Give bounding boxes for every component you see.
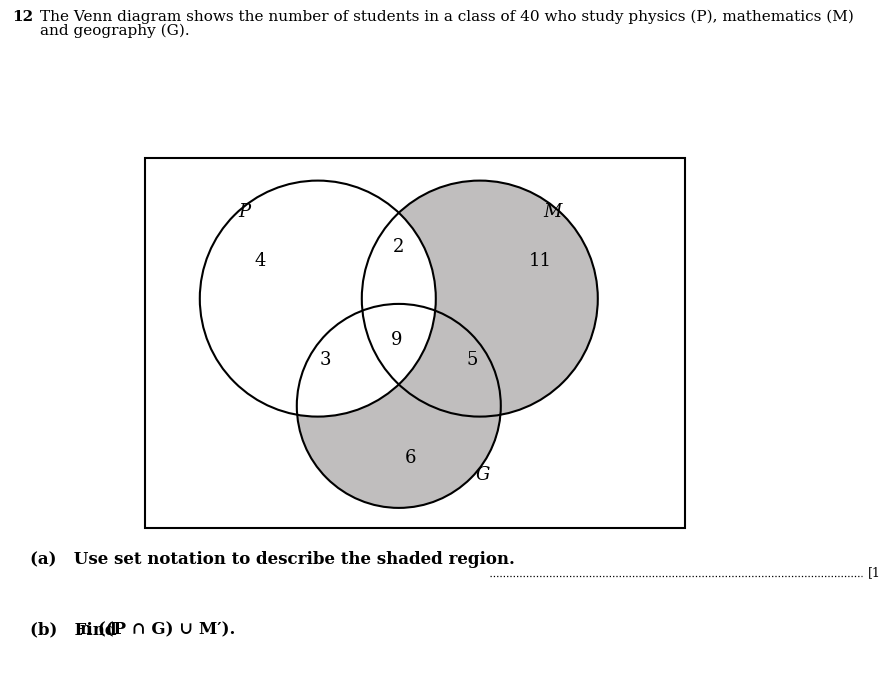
Circle shape [362, 181, 597, 416]
Text: n ((P ∩ G) ∪ M′).: n ((P ∩ G) ∪ M′). [80, 621, 235, 638]
Circle shape [200, 181, 435, 416]
Text: P: P [239, 204, 250, 222]
Text: 4: 4 [254, 252, 266, 270]
Text: 9: 9 [391, 331, 403, 349]
Text: 3: 3 [320, 351, 332, 369]
Circle shape [296, 304, 501, 508]
Text: 12: 12 [12, 10, 33, 24]
Bar [145, 158, 685, 528]
Text: (a)   Use set notation to describe the shaded region.: (a) Use set notation to describe the sha… [30, 551, 515, 568]
Text: (b)   Find: (b) Find [30, 621, 128, 638]
Text: M: M [543, 204, 562, 222]
Text: 6: 6 [405, 449, 417, 467]
Text: 11: 11 [528, 252, 551, 270]
Text: 2: 2 [393, 238, 404, 256]
Text: 5: 5 [466, 351, 478, 369]
Text: [1: [1 [868, 566, 881, 579]
Text: The Venn diagram shows the number of students in a class of 40 who study physics: The Venn diagram shows the number of stu… [40, 10, 854, 24]
Text: G: G [475, 466, 489, 484]
Text: and geography (G).: and geography (G). [40, 24, 189, 38]
